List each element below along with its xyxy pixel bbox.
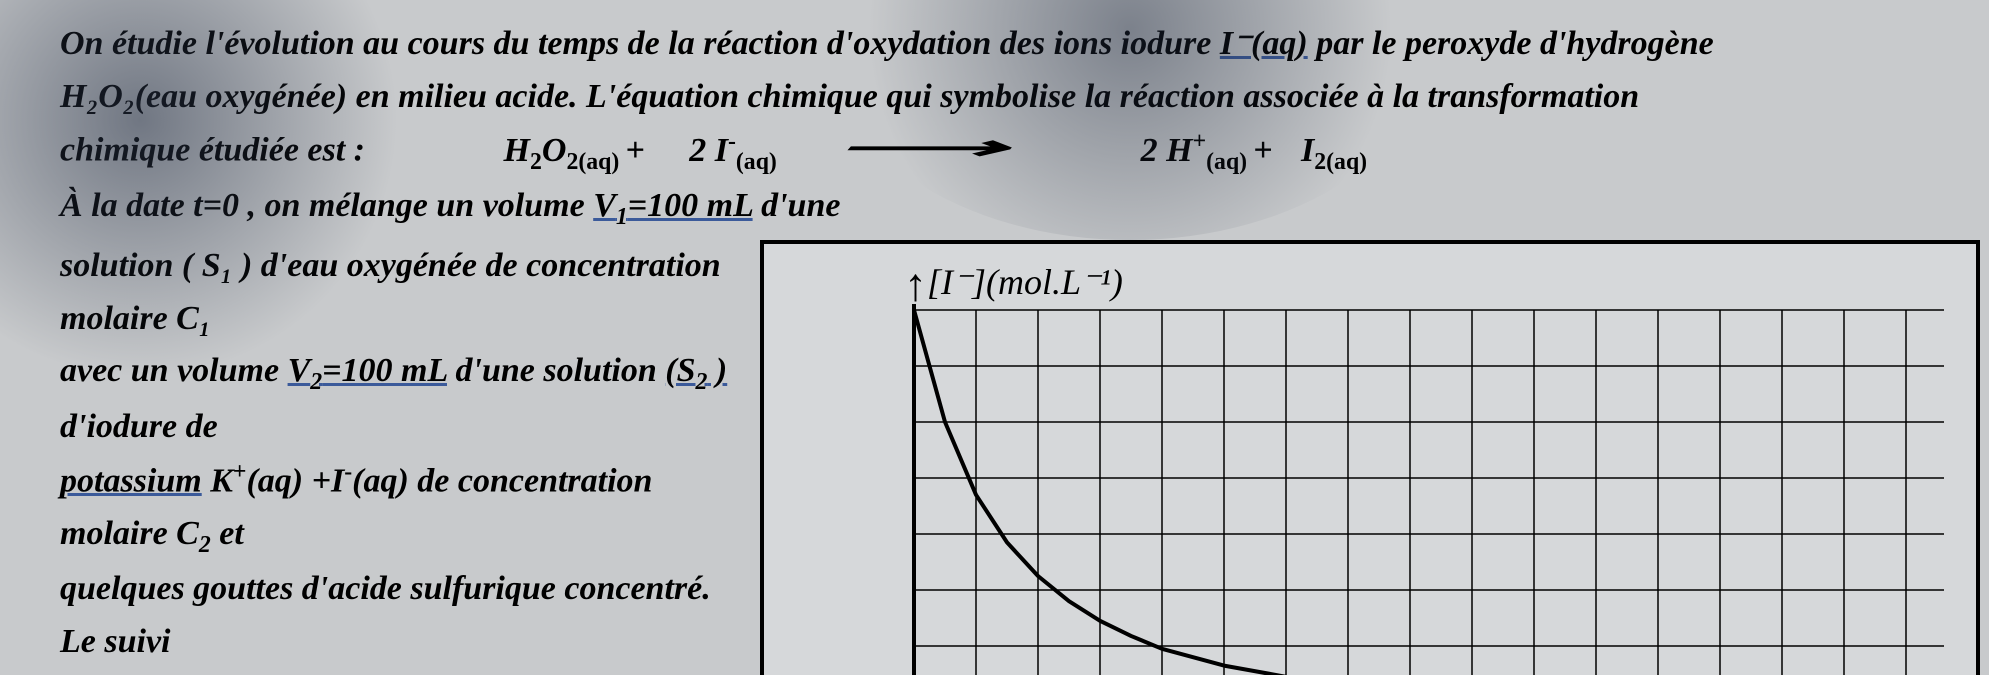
body-l5b: avec un volume V2=100 mL d'une solution … [60, 345, 740, 453]
intro-line-2: H₂O₂(eau oxygénée) en milieu acide. L'éq… [60, 71, 1959, 124]
y-axis-label-text: [I⁻](mol.L⁻¹) [927, 262, 1123, 302]
intro-line-4: À la date t=0 , on mélange un volume V1=… [60, 180, 1959, 236]
eq-plus-1: + [625, 132, 644, 169]
body-l7: quelques gouttes d'acide sulfurique conc… [60, 563, 740, 668]
s2-underlined: (S2 ) [665, 352, 727, 389]
page-root: On étudie l'évolution au cours du temps … [0, 0, 1989, 675]
body-l6: potassium K+(aq) +I-(aq) de concentratio… [60, 454, 740, 564]
v1-underlined: V1=100 mL [593, 187, 752, 224]
eq-i2: I2(aq) [1301, 132, 1367, 169]
eq-plus-2: + [1253, 132, 1272, 169]
eq-2i: 2 I-(aq) [689, 132, 777, 169]
left-text-column: solution ( S₁ ) d'eau oxygénée de concen… [60, 240, 760, 675]
concentration-chart [824, 304, 1944, 675]
body-l5a: solution ( S₁ ) d'eau oxygénée de concen… [60, 240, 740, 345]
intro-line-3: chimique étudiée est : H2O2(aq)+ 2 I-(aq… [60, 123, 1959, 180]
eq-h2o2: H2O2(aq) [504, 132, 620, 169]
y-axis-label: ↑[I⁻](mol.L⁻¹) [904, 252, 1123, 305]
intro-1-pre: On étudie l'évolution au cours du temps … [60, 25, 1220, 62]
columns: solution ( S₁ ) d'eau oxygénée de concen… [60, 240, 1959, 675]
iodure-underlined: I⁻(aq) [1220, 25, 1308, 62]
potassium-underlined: potassium [60, 462, 202, 499]
decay-curve [914, 310, 1944, 675]
v2-underlined: V2=100 mL [288, 352, 447, 389]
eq-2h: 2 H+(aq) [1141, 132, 1248, 169]
reaction-arrow-icon: ⟶ [835, 123, 999, 176]
intro-block: On étudie l'évolution au cours du temps … [60, 18, 1959, 236]
intro-1-post: par le peroxyde d'hydrogène [1308, 25, 1714, 62]
body-l8: temporel de cette transformation chimiqu… [60, 669, 740, 675]
chart-column: ↑[I⁻](mol.L⁻¹) [760, 240, 1959, 675]
chart-frame: ↑[I⁻](mol.L⁻¹) [760, 240, 1980, 675]
intro-line-1: On étudie l'évolution au cours du temps … [60, 18, 1959, 71]
intro-3-pre: chimique étudiée est : [60, 132, 365, 169]
chart-grid [914, 310, 1944, 675]
